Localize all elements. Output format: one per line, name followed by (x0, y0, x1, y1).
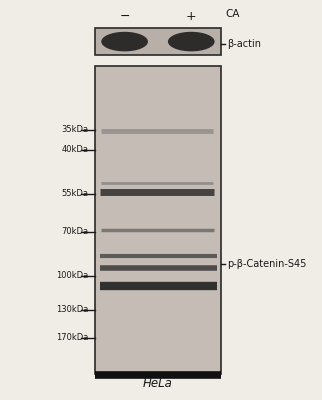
Ellipse shape (168, 32, 214, 51)
Text: 170kDa: 170kDa (56, 334, 89, 342)
Text: +: + (186, 10, 196, 22)
Text: β-actin: β-actin (227, 39, 261, 49)
Text: 70kDa: 70kDa (62, 228, 89, 236)
FancyBboxPatch shape (95, 66, 221, 374)
Text: 40kDa: 40kDa (62, 146, 89, 154)
Text: 35kDa: 35kDa (62, 126, 89, 134)
Text: 55kDa: 55kDa (62, 190, 89, 198)
Text: −: − (119, 10, 130, 22)
Text: HeLa: HeLa (143, 377, 173, 390)
FancyBboxPatch shape (95, 28, 221, 55)
Text: 100kDa: 100kDa (56, 272, 89, 280)
Text: 130kDa: 130kDa (56, 306, 89, 314)
Text: CA: CA (225, 9, 240, 19)
Text: p-β-Catenin-S45: p-β-Catenin-S45 (227, 259, 307, 269)
Ellipse shape (101, 32, 148, 51)
